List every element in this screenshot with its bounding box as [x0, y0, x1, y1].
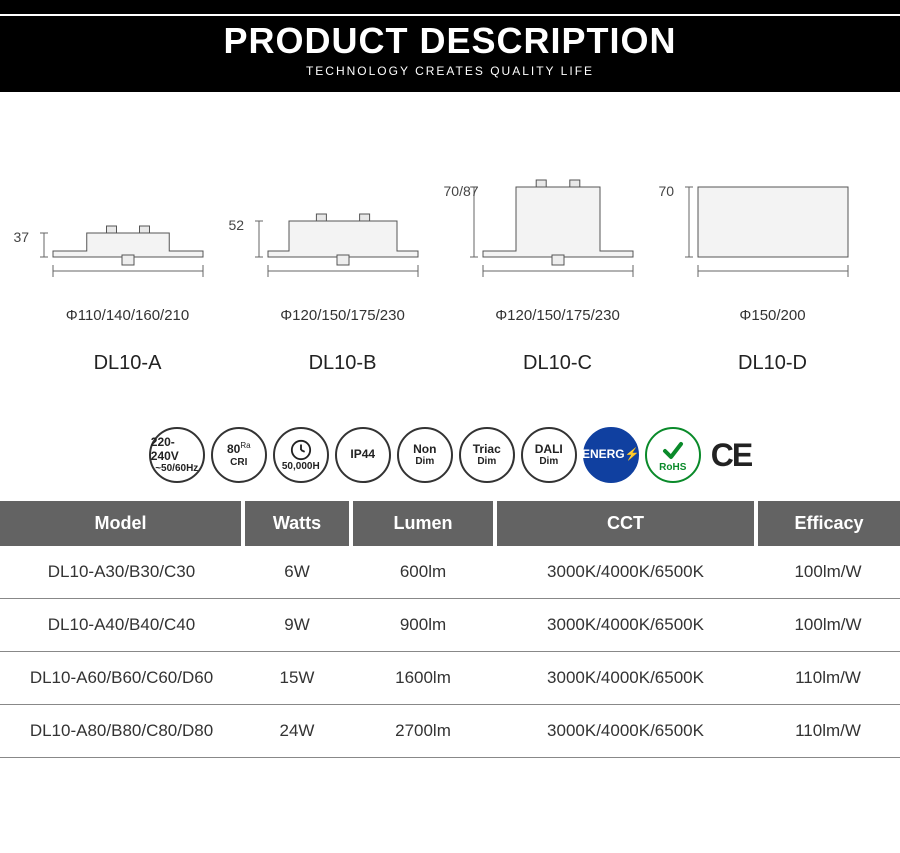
table-row: DL10-A40/B40/C409W900lm3000K/4000K/6500K… [0, 599, 900, 652]
diagram-name-label: DL10-C [458, 352, 658, 375]
spec-cell: DL10-A60/B60/C60/D60 [0, 652, 243, 705]
diagram-name-label: DL10-A [28, 352, 228, 375]
spec-cell: 24W [243, 705, 351, 758]
diagram-dl10-b: 52Φ120/150/175/230DL10-B [243, 142, 443, 375]
table-row: DL10-A60/B60/C60/D6015W1600lm3000K/4000K… [0, 652, 900, 705]
ce-mark: CE [711, 437, 751, 474]
spec-header-lumen: Lumen [351, 501, 495, 546]
diagram-name-label: DL10-D [673, 352, 873, 375]
diagram-height-label: 37 [14, 229, 30, 245]
spec-cell: DL10-A40/B40/C40 [0, 599, 243, 652]
check-icon [661, 438, 685, 462]
spec-header-cct: CCT [495, 501, 756, 546]
spec-cell: 3000K/4000K/6500K [495, 546, 756, 599]
diagram-dl10-d: 70Φ150/200DL10-D [673, 142, 873, 375]
certification-badges: 220-240V~50/60Hz80RaCRI50,000HIP44NonDim… [0, 427, 900, 483]
diagram-name-label: DL10-B [243, 352, 443, 375]
badge-nondim: NonDim [397, 427, 453, 483]
spec-header-watts: Watts [243, 501, 351, 546]
diagram-height-label: 70 [659, 183, 675, 199]
spec-cell: 1600lm [351, 652, 495, 705]
badge-rohs: RoHS [645, 427, 701, 483]
spec-cell: 100lm/W [756, 599, 900, 652]
spec-cell: 15W [243, 652, 351, 705]
diagram-dl10-c: 70/87Φ120/150/175/230DL10-C [458, 142, 658, 375]
diagram-profile-svg [28, 142, 228, 292]
table-row: DL10-A80/B80/C80/D8024W2700lm3000K/4000K… [0, 705, 900, 758]
table-row: DL10-A30/B30/C306W600lm3000K/4000K/6500K… [0, 546, 900, 599]
spec-table: ModelWattsLumenCCTEfficacy DL10-A30/B30/… [0, 501, 900, 758]
spec-cell: 110lm/W [756, 705, 900, 758]
spec-cell: 2700lm [351, 705, 495, 758]
diagram-profile-svg [673, 142, 873, 292]
spec-cell: 3000K/4000K/6500K [495, 599, 756, 652]
badge-dali: DALIDim [521, 427, 577, 483]
badge-ip: IP44 [335, 427, 391, 483]
spec-cell: 900lm [351, 599, 495, 652]
badge-cri: 80RaCRI [211, 427, 267, 483]
diagram-profile-svg [458, 142, 658, 292]
spec-cell: 110lm/W [756, 652, 900, 705]
spec-cell: 100lm/W [756, 546, 900, 599]
diagram-diameter-label: Φ120/150/175/230 [458, 307, 658, 324]
spec-cell: DL10-A80/B80/C80/D80 [0, 705, 243, 758]
spec-cell: 3000K/4000K/6500K [495, 652, 756, 705]
diagram-dl10-a: 37Φ110/140/160/210DL10-A [28, 142, 228, 375]
diagram-profile-svg [243, 142, 443, 292]
diagram-row: 37Φ110/140/160/210DL10-A52Φ120/150/175/2… [20, 142, 880, 375]
header-title: PRODUCT DESCRIPTION [0, 20, 900, 62]
diagram-diameter-label: Φ150/200 [673, 307, 873, 324]
spec-header-model: Model [0, 501, 243, 546]
spec-header-efficacy: Efficacy [756, 501, 900, 546]
diagram-diameter-label: Φ110/140/160/210 [28, 307, 228, 324]
header-band: PRODUCT DESCRIPTION TECHNOLOGY CREATES Q… [0, 0, 900, 92]
diagram-height-label: 52 [229, 217, 245, 233]
badge-energ: ENERG⚡ [583, 427, 639, 483]
badge-triac: TriacDim [459, 427, 515, 483]
diagram-diameter-label: Φ120/150/175/230 [243, 307, 443, 324]
badge-lifetime: 50,000H [273, 427, 329, 483]
spec-cell: 6W [243, 546, 351, 599]
badge-voltage: 220-240V~50/60Hz [149, 427, 205, 483]
spec-cell: 600lm [351, 546, 495, 599]
spec-cell: 9W [243, 599, 351, 652]
spec-cell: DL10-A30/B30/C30 [0, 546, 243, 599]
clock-icon [290, 439, 312, 461]
spec-cell: 3000K/4000K/6500K [495, 705, 756, 758]
diagram-height-label: 70/87 [444, 183, 479, 199]
header-subtitle: TECHNOLOGY CREATES QUALITY LIFE [0, 64, 900, 78]
